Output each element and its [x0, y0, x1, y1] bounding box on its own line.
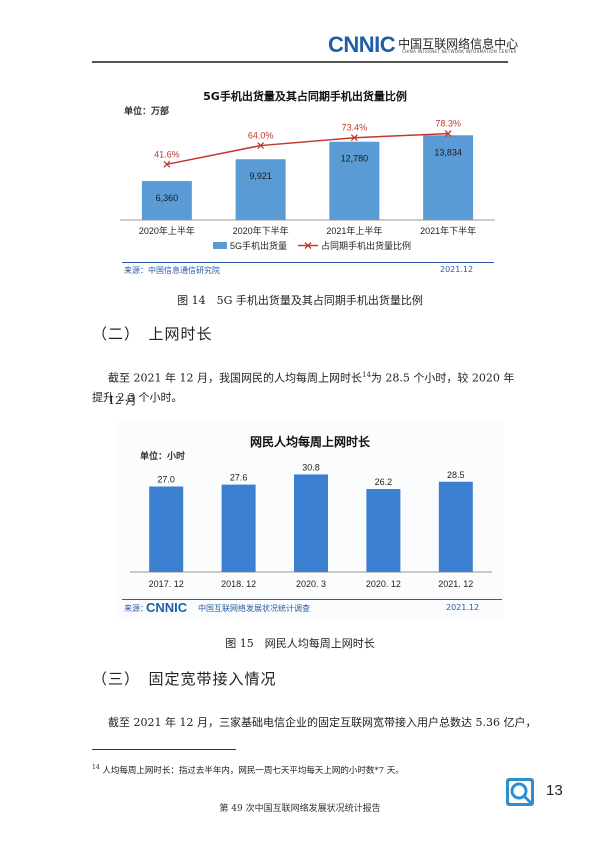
chart1-tick-label: 2020年上半年	[139, 225, 195, 236]
page-number: 13	[546, 782, 563, 799]
chart1-source: 来源：中国信息通信研究院	[124, 266, 220, 275]
chart2-tick-label: 2018. 12	[221, 579, 256, 589]
footnote-text: 人均每周上网时长：指过去半年内，网民一周七天平均每天上网的小时数*7 天。	[102, 766, 404, 776]
chart2-title: 网民人均每周上网时长	[249, 435, 370, 449]
header-rule	[92, 61, 508, 63]
chart2-bar	[221, 484, 256, 572]
footnote-mark: 14	[92, 764, 100, 772]
chart2-bar	[294, 474, 328, 572]
paragraph-1-text-b: 为 28.5 个小时，较 2020 年 12 月	[108, 371, 515, 407]
chart1-bar	[423, 135, 474, 220]
page-footer: 第 49 次中国互联网络发展状况统计报告	[219, 804, 381, 814]
chart1-unit: 单位：万部	[124, 107, 170, 117]
chart2-source: 中国互联网络发展状况统计调查	[198, 604, 310, 613]
search-report-icon	[506, 778, 534, 806]
cnnic-logo-cn: 中国互联网络信息中心	[398, 37, 519, 51]
figure-caption-15: 图 15 网民人均每周上网时长	[225, 637, 375, 650]
footnote-ref-14[interactable]: 14	[361, 371, 371, 379]
chart1-bar	[329, 141, 380, 220]
chart1-tick-label: 2021年上半年	[326, 225, 382, 236]
cnnic-logo: CNNIC	[328, 32, 396, 57]
chart1-bar	[141, 181, 192, 220]
chart1-bar-label: 6,360	[156, 193, 179, 203]
chart1-legend-bar: 5G手机出货量	[230, 240, 287, 251]
chart1-tick-label: 2020年下半年	[233, 225, 289, 236]
chart1-bar-label: 9,921	[249, 171, 272, 181]
chart2-source-logo: CNNIC	[146, 600, 188, 615]
chart1-line-label: 73.4%	[342, 123, 368, 133]
chart1-line	[166, 132, 449, 166]
chart1-line-label: 78.3%	[435, 119, 461, 129]
cnnic-logo-en: CHINA INTERNET NETWORK INFORMATION CENTE…	[402, 49, 517, 54]
chart1-title: 5G手机出货量及其占同期手机出货量比例	[203, 90, 407, 103]
chart1-legend-swatch-bar	[213, 242, 227, 249]
chart2-bar	[438, 481, 473, 572]
chart2-bar-label: 27.0	[157, 475, 175, 485]
chart1-line-point	[257, 142, 265, 150]
footnote-rule	[92, 749, 236, 750]
chart1-line-point	[163, 160, 171, 168]
chart1-legend-marker	[304, 242, 312, 249]
chart1-bar-label: 12,780	[341, 154, 369, 164]
chart2-bar-label: 30.8	[302, 462, 320, 472]
chart2-bar-label: 27.6	[230, 473, 248, 483]
chart1-legend-line: 占同期手机出货量比例	[321, 240, 411, 251]
footnote-14: 14 人均每周上网时长：指过去半年内，网民一周七天平均每天上网的小时数*7 天。	[92, 764, 404, 776]
chart2-tick-label: 2021. 12	[438, 579, 473, 589]
chart1-line-point	[350, 134, 358, 142]
paragraph-2: 截至 2021 年 12 月，三家基础电信企业的固定互联网宽带接入用户总数达 5…	[108, 716, 537, 729]
section-heading-3: （三） 固定宽带接入情况	[92, 670, 277, 688]
chart1-line-label: 41.6%	[154, 149, 180, 159]
paragraph-1: 截至 2021 年 12 月，我国网民的人均每周上网时长14为 28.5 个小时…	[108, 364, 528, 412]
chart1-line-point	[444, 130, 452, 138]
chart2-tick-label: 2020. 12	[366, 579, 401, 589]
chart2-unit: 单位：小时	[140, 452, 186, 462]
header-logo: CNNIC 中国互联网络信息中心 CHINA INTERNET NETWORK I…	[328, 32, 518, 58]
chart1-source-rule	[122, 262, 494, 263]
chart2-source-prefix: 来源：	[124, 604, 148, 613]
chart1-bar	[235, 159, 286, 220]
chart2-tick-label: 2017. 12	[149, 579, 184, 589]
figure-caption-14: 图 14 5G 手机出货量及其占同期手机出货量比例	[177, 294, 423, 307]
chart2-plot: 27.0 2017. 12 27.6 2018. 12 30.8 2020. 3 26.2 2…	[130, 462, 492, 589]
chart2-bar	[366, 489, 401, 572]
chart1-line-label: 64.0%	[248, 131, 274, 141]
chart2-tick-label: 2020. 3	[296, 579, 326, 589]
chart1-tick-label: 2021年下半年	[420, 225, 476, 236]
chart2-bar-label: 26.2	[375, 477, 393, 487]
chart2-bar-label: 28.5	[447, 470, 465, 480]
paragraph-1-text-a: 截至 2021 年 12 月，我国网民的人均每周上网时长	[108, 371, 362, 385]
chart2-bar	[149, 486, 184, 572]
chart1-plot: 6,360 2020年上半年 9,921 2020年下半年 12,780 2021年上半年…	[120, 119, 495, 251]
chart1-bar-label: 13,834	[434, 147, 462, 157]
chart2-source-rule	[122, 599, 502, 600]
section-heading-2: （二） 上网时长	[92, 325, 213, 343]
paragraph-1-line-2: 提升 2.3 个小时。	[92, 391, 183, 404]
chart2-date: 2021.12	[446, 603, 480, 612]
chart1-date: 2021.12	[440, 265, 474, 274]
